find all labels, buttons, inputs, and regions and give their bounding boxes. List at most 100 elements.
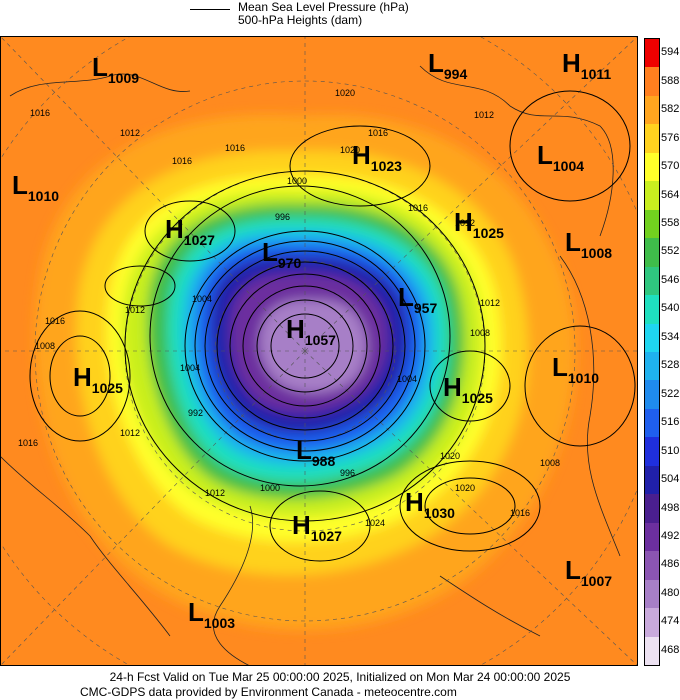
colorbar-cell <box>645 380 659 410</box>
isobar-value-label: 1020 <box>335 88 355 98</box>
colorbar-cell <box>645 39 659 68</box>
colorbar-level-label: 492 <box>661 529 680 542</box>
colorbar-level-label: 540 <box>661 302 680 315</box>
colorbar-level-label: 564 <box>661 188 680 201</box>
isobar-value-label: 1016 <box>368 128 388 138</box>
isobar-value-label: 1012 <box>480 298 500 308</box>
map-legend: Mean Sea Level Pressure (hPa) 500-hPa He… <box>190 0 490 34</box>
coastlines <box>0 65 621 666</box>
low-pressure-label: L1010 <box>552 352 599 386</box>
colorbar-level-label: 504 <box>661 473 680 486</box>
isobar-value-label: 1016 <box>45 316 65 326</box>
colorbar-level-label: 594 <box>661 46 680 59</box>
isobar-value-label: 1000 <box>260 483 280 493</box>
low-pressure-label: L1008 <box>565 227 612 261</box>
colorbar-level-label: 522 <box>661 387 680 400</box>
isobar-value-label: 1016 <box>225 143 245 153</box>
colorbar-level-label: 582 <box>661 103 680 116</box>
isobar-value-label: 1020 <box>455 483 475 493</box>
low-pressure-label: L1003 <box>188 597 235 631</box>
colorbar-cell <box>645 266 659 296</box>
colorbar-level-label: 552 <box>661 245 680 258</box>
colorbar-cell <box>645 95 659 125</box>
high-pressure-label: H1057 <box>286 314 336 348</box>
low-pressure-label: L970 <box>262 237 301 271</box>
high-pressure-label: H1030 <box>405 487 455 521</box>
colorbar-level-label: 498 <box>661 501 680 514</box>
low-pressure-label: L1007 <box>565 555 612 589</box>
legend-pressure-label: Mean Sea Level Pressure (hPa) <box>238 0 409 14</box>
colorbar-level-label: 558 <box>661 216 680 229</box>
high-pressure-label: H1025 <box>454 207 504 241</box>
isobar-value-label: 1016 <box>408 203 428 213</box>
isobar-value-label: 1012 <box>205 488 225 498</box>
isobar-value-label: 1016 <box>510 508 530 518</box>
weather-map: L1009 L994 H1011 L1010 H1027 H1023 L1004 H1025 L… <box>0 36 638 666</box>
low-pressure-label: L957 <box>398 282 437 316</box>
colorbar-cell <box>645 181 659 211</box>
height-colorbar <box>644 38 660 666</box>
high-pressure-label: H1025 <box>443 372 493 406</box>
colorbar-cell <box>645 67 659 97</box>
isobar-value-label: 1008 <box>470 328 490 338</box>
colorbar-level-label: 468 <box>661 643 680 656</box>
isobar-value-label: 1020 <box>340 145 360 155</box>
isobar-value-label: 1012 <box>474 110 494 120</box>
high-pressure-label: H1023 <box>352 140 402 174</box>
isobar-value-label: 1016 <box>30 108 50 118</box>
colorbar-cell <box>645 494 659 524</box>
isobar-value-label: 1012 <box>120 128 140 138</box>
colorbar-cell <box>645 209 659 239</box>
high-pressure-label: H1011 <box>562 48 611 82</box>
isobar-value-label: 1008 <box>35 341 55 351</box>
legend-heights-label: 500-hPa Heights (dam) <box>238 13 363 27</box>
isobar-value-label: 1012 <box>125 305 145 315</box>
isobar-value-label: 1012 <box>120 428 140 438</box>
colorbar-cell <box>645 551 659 581</box>
colorbar-level-label: 528 <box>661 359 680 372</box>
high-pressure-label: H1027 <box>292 510 342 544</box>
low-pressure-label: L1009 <box>92 52 139 86</box>
colorbar-level-label: 534 <box>661 330 680 343</box>
isobars <box>29 90 636 562</box>
colorbar-cell <box>645 295 659 325</box>
isobar-value-label: 1016 <box>18 438 38 448</box>
low-pressure-label: L988 <box>296 435 335 469</box>
isobar-value-label: 1004 <box>397 374 417 384</box>
colorbar-cell <box>645 124 659 154</box>
isobar-line-key <box>190 9 230 10</box>
isobar-value-label: 1020 <box>440 451 460 461</box>
high-pressure-label: H1027 <box>165 214 215 248</box>
isobar-value-label: 1004 <box>192 294 212 304</box>
isobar-value-label: 1016 <box>172 156 192 166</box>
colorbar-cell <box>645 152 659 182</box>
low-pressure-label: L1010 <box>12 170 59 204</box>
isobar-value-label: 1008 <box>540 458 560 468</box>
colorbar-cell <box>645 323 659 353</box>
forecast-valid-caption: 24-h Fcst Valid on Tue Mar 25 00:00:00 2… <box>109 670 571 684</box>
colorbar-level-label: 474 <box>661 615 680 628</box>
colorbar-cell <box>645 238 659 268</box>
colorbar-cell <box>645 437 659 467</box>
colorbar-cell <box>645 522 659 552</box>
colorbar-level-label: 510 <box>661 444 680 457</box>
colorbar-cell <box>645 608 659 638</box>
colorbar-cell <box>645 352 659 381</box>
isobar-value-label: 996 <box>275 212 290 222</box>
colorbar-cell <box>645 408 659 438</box>
colorbar-level-label: 546 <box>661 273 680 286</box>
isobar-value-label: 1000 <box>287 176 307 186</box>
isobar-value-label: 1004 <box>180 363 200 373</box>
isobar-value-label: 996 <box>340 468 355 478</box>
colorbar-cell <box>645 465 659 495</box>
colorbar-cell <box>645 636 659 666</box>
colorbar-level-label: 576 <box>661 131 680 144</box>
isobar-value-label: 1012 <box>455 218 475 228</box>
data-credit-caption: CMC-GDPS data provided by Environment Ca… <box>80 685 457 699</box>
colorbar-level-label: 480 <box>661 586 680 599</box>
low-pressure-label: L1004 <box>537 140 584 174</box>
height-fill-480 <box>259 299 367 393</box>
isobar-value-label: 992 <box>188 408 203 418</box>
colorbar-cell <box>645 579 659 609</box>
isobar-value-label: 1024 <box>365 518 385 528</box>
